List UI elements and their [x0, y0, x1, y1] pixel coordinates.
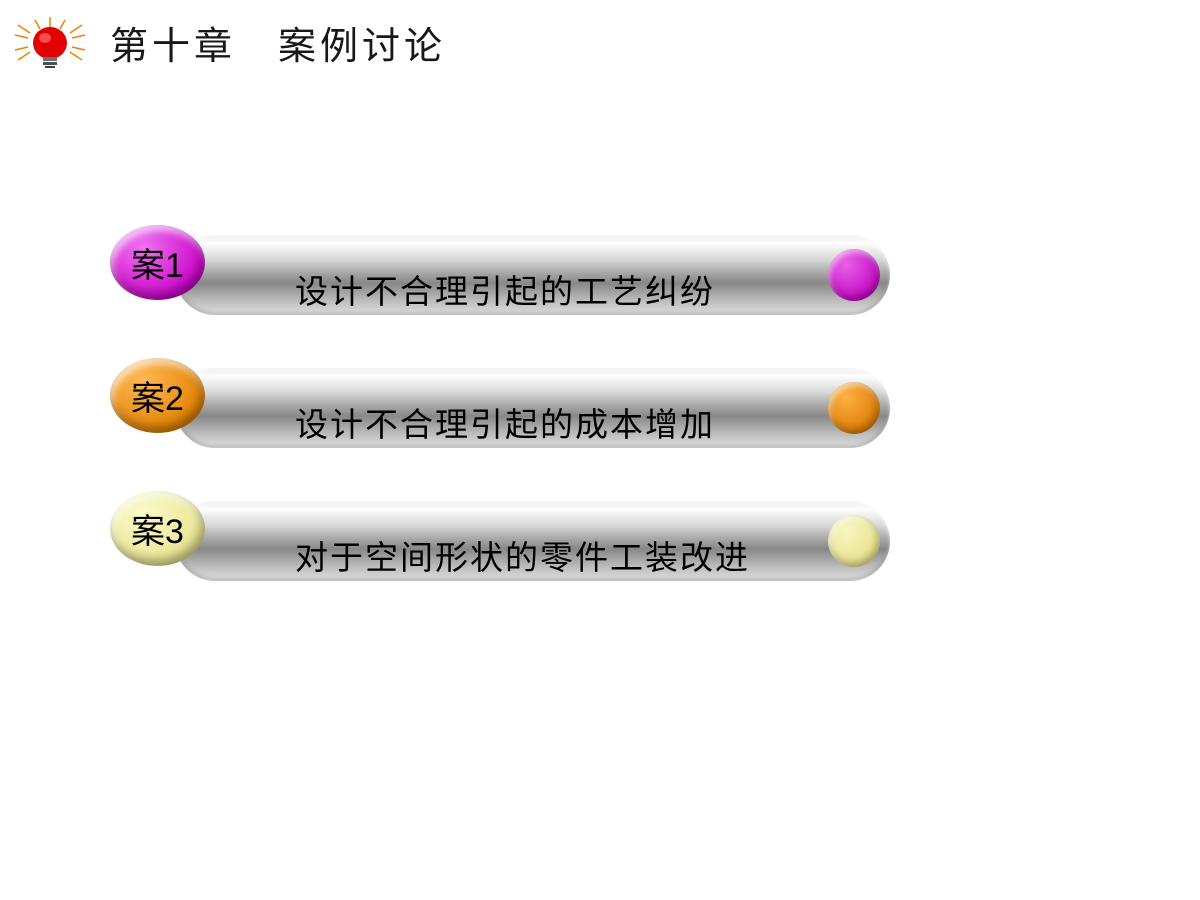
badge-label: 案2 — [131, 371, 184, 420]
end-dot — [828, 515, 880, 567]
case-badge: 案3 — [110, 491, 205, 566]
case-text: 设计不合理引起的工艺纠纷 — [295, 265, 715, 313]
case-text: 设计不合理引起的成本增加 — [295, 398, 715, 446]
case-badge: 案2 — [110, 358, 205, 433]
lightbulb-icon — [10, 15, 90, 70]
case-item: 案3 对于空间形状的零件工装改进 — [110, 491, 890, 586]
case-item: 案1 设计不合理引起的工艺纠纷 — [110, 225, 890, 320]
slide-header: 第十章 案例讨论 — [10, 15, 446, 70]
end-dot — [828, 382, 880, 434]
badge-label: 案1 — [131, 238, 184, 287]
case-text: 对于空间形状的零件工装改进 — [295, 531, 750, 579]
case-item: 案2 设计不合理引起的成本增加 — [110, 358, 890, 453]
case-list: 案1 设计不合理引起的工艺纠纷 案2 设计不合理引起的成本增加 案3 对于空间形… — [110, 225, 890, 624]
chapter-title: 第十章 案例讨论 — [110, 15, 446, 70]
badge-label: 案3 — [131, 504, 184, 553]
end-dot — [828, 249, 880, 301]
case-badge: 案1 — [110, 225, 205, 300]
